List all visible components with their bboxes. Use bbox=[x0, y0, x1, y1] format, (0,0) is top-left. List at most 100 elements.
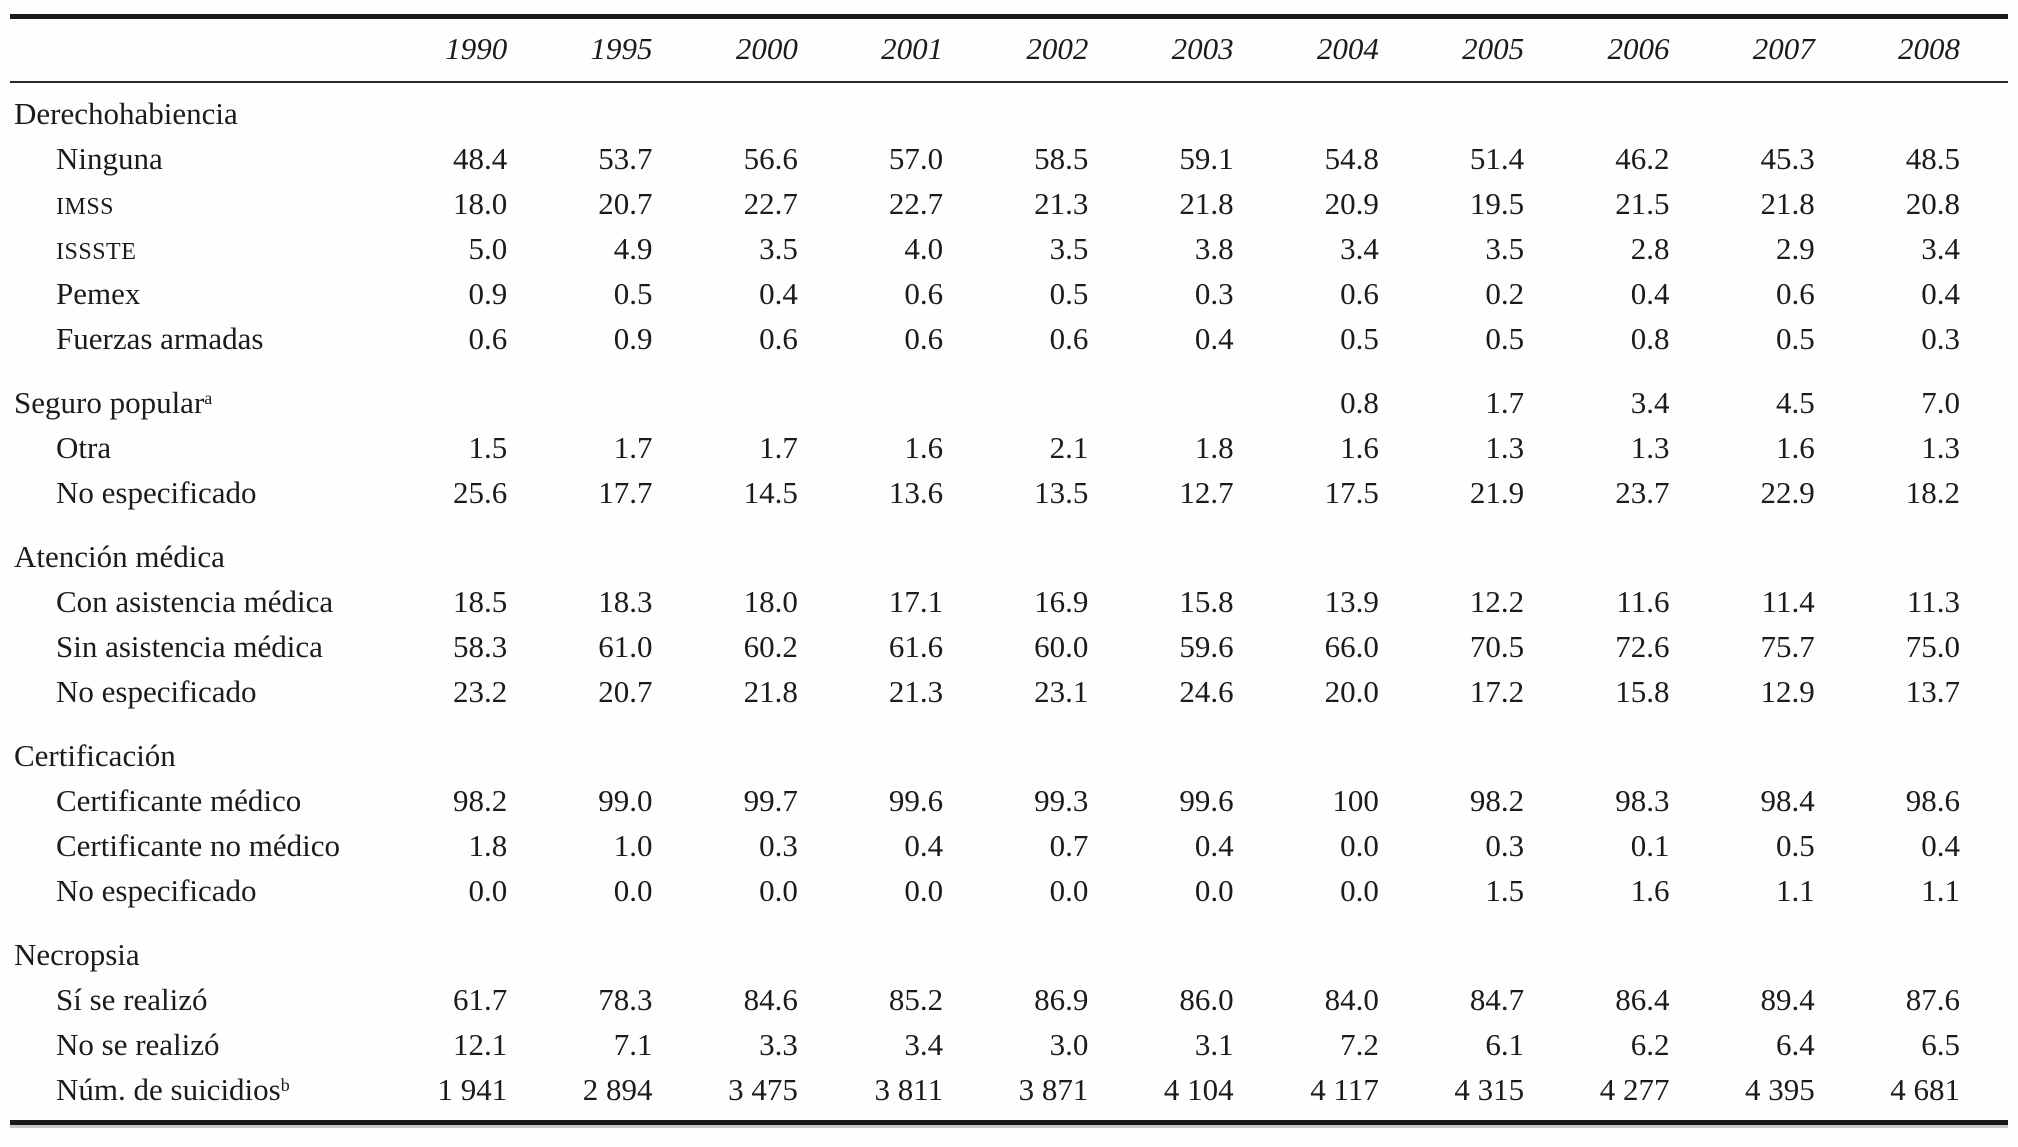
row-label-text: Certificación bbox=[14, 738, 176, 773]
table-cell: 0.8 bbox=[1630, 321, 1670, 356]
row-label: Sí se realizó bbox=[10, 977, 410, 1022]
table-cell: 0.6 bbox=[1049, 321, 1089, 356]
table-cell: 0.6 bbox=[468, 321, 508, 356]
table-cell: 86.4 bbox=[1615, 982, 1670, 1017]
table-cell: 98.2 bbox=[453, 783, 508, 818]
table-cell: 6.5 bbox=[1921, 1027, 1960, 1062]
table-cell: 54.8 bbox=[1324, 141, 1379, 176]
table-cell: 22.9 bbox=[1760, 475, 1815, 510]
table-cell: 75.0 bbox=[1905, 629, 1960, 664]
table-cell: 60.0 bbox=[1034, 629, 1089, 664]
row-label: No especificado bbox=[10, 868, 410, 913]
column-header-year: 2008 bbox=[1897, 31, 1960, 66]
table-cell: 75.7 bbox=[1760, 629, 1815, 664]
table-cell: 21.3 bbox=[1034, 186, 1089, 221]
table-cell: 21.8 bbox=[743, 674, 798, 709]
table-cell: 13.6 bbox=[888, 475, 944, 510]
row-label-text: Ninguna bbox=[56, 141, 163, 176]
table-top-rule bbox=[10, 14, 2008, 19]
table-cell: 98.4 bbox=[1760, 783, 1815, 818]
table-cell: 3.4 bbox=[1630, 385, 1670, 420]
table-cell: 3 475 bbox=[728, 1072, 798, 1107]
table-cell: 0.5 bbox=[1775, 828, 1815, 863]
row-label-text: Certificante médico bbox=[56, 783, 302, 818]
table-row: Fuerzas armadas 0.6 0.9 0.6 0.6 0.6 0.4 0.5 0.5 0… bbox=[10, 316, 2008, 361]
table-cell: 4.0 bbox=[904, 231, 944, 266]
table-cell: 85.2 bbox=[888, 982, 944, 1017]
row-label: Atención médica bbox=[10, 534, 410, 579]
table-cell: 61.6 bbox=[888, 629, 944, 664]
table-cell: 66.0 bbox=[1324, 629, 1379, 664]
column-header-year: 1990 bbox=[445, 31, 508, 66]
table-cell: 0.0 bbox=[613, 873, 653, 908]
table-cell: 0.1 bbox=[1630, 828, 1670, 863]
row-label: Certificación bbox=[10, 733, 410, 778]
table-row: Ninguna 48.4 53.7 56.6 57.0 58.5 59.1 54.8 51.4 4… bbox=[10, 136, 2008, 181]
table-cell: 0.5 bbox=[1340, 321, 1379, 356]
table-cell: 21.9 bbox=[1469, 475, 1525, 510]
row-label-text: Otra bbox=[56, 430, 112, 465]
table-cell: 1.6 bbox=[1630, 873, 1670, 908]
table-cell: 18.0 bbox=[743, 584, 798, 619]
table-cell: 0.5 bbox=[1775, 321, 1815, 356]
table-cell: 0.4 bbox=[1194, 321, 1234, 356]
table-cell: 0.6 bbox=[904, 276, 944, 311]
table-cell: 0.4 bbox=[1194, 828, 1234, 863]
table-cell: 2.8 bbox=[1630, 231, 1670, 266]
table-cell: 17.1 bbox=[888, 584, 944, 619]
table-cell: 60.2 bbox=[743, 629, 798, 664]
column-header-year: 2007 bbox=[1752, 31, 1815, 66]
table-row: Núm. de suicidiosb 1 941 2 894 3 475 3 811 3 … bbox=[10, 1067, 2008, 1112]
row-label: Otra bbox=[10, 425, 410, 470]
table-cell: 72.6 bbox=[1615, 629, 1670, 664]
table-cell: 12.7 bbox=[1179, 475, 1234, 510]
row-label-text: Sí se realizó bbox=[56, 982, 208, 1017]
table-cell: 1.8 bbox=[1194, 430, 1234, 465]
column-header-year: 1995 bbox=[590, 31, 653, 66]
table-cell: 59.1 bbox=[1179, 141, 1234, 176]
table-cell: 15.8 bbox=[1179, 584, 1234, 619]
table-cell: 1.3 bbox=[1485, 430, 1525, 465]
row-label-text: Derechohabiencia bbox=[14, 96, 238, 131]
table-cell: 1 941 bbox=[437, 1072, 508, 1107]
table-cell: 0.6 bbox=[759, 321, 798, 356]
table-cell: 100 bbox=[1332, 783, 1379, 818]
table-row: Certificante médico 98.2 99.0 99.7 99.6 99.3 9… bbox=[10, 778, 2008, 823]
table-cell: 84.6 bbox=[743, 982, 798, 1017]
table-cell: 3.8 bbox=[1194, 231, 1234, 266]
table-cell: 4 395 bbox=[1744, 1072, 1815, 1107]
table-cell: 0.0 bbox=[1049, 873, 1089, 908]
table-cell: 99.6 bbox=[1179, 783, 1234, 818]
table-cell: 0.3 bbox=[759, 828, 798, 863]
row-label-text: No se realizó bbox=[56, 1027, 220, 1062]
table-cell: 0.6 bbox=[1340, 276, 1379, 311]
table-cell: 0.5 bbox=[1049, 276, 1089, 311]
table-cell: 4.5 bbox=[1775, 385, 1815, 420]
table-cell: 0.9 bbox=[468, 276, 508, 311]
table-cell: 0.0 bbox=[904, 873, 944, 908]
table-cell: 0.8 bbox=[1340, 385, 1379, 420]
table-cell: 3 811 bbox=[874, 1072, 944, 1107]
table-cell: 61.7 bbox=[453, 982, 508, 1017]
section-header-row: Certificación bbox=[10, 733, 2008, 778]
table-cell: 7.2 bbox=[1340, 1027, 1379, 1062]
table-cell: 51.4 bbox=[1469, 141, 1525, 176]
table-row: Sí se realizó 61.7 78.3 84.6 85.2 86.9 86.0 84.… bbox=[10, 977, 2008, 1022]
table-cell: 0.2 bbox=[1485, 276, 1525, 311]
row-label-text: Sin asistencia médica bbox=[56, 629, 323, 664]
table-cell: 1.3 bbox=[1630, 430, 1670, 465]
table-cell: 3.4 bbox=[1340, 231, 1379, 266]
row-label: Seguro populara bbox=[10, 380, 410, 425]
row-label: Fuerzas armadas bbox=[10, 316, 410, 361]
table-row: Otra 1.5 1.7 1.7 1.6 2.1 1.8 1.6 1.3 1.3 1.6 1.3 bbox=[10, 425, 2008, 470]
row-label: Certificante médico bbox=[10, 778, 410, 823]
section-header-row: Atención médica bbox=[10, 534, 2008, 579]
table-cell: 4 681 bbox=[1890, 1072, 1960, 1107]
table-cell: 4 277 bbox=[1599, 1072, 1670, 1107]
table-cell: 0.4 bbox=[1921, 276, 1960, 311]
table-cell: 21.3 bbox=[888, 674, 944, 709]
table-cell: 1.7 bbox=[759, 430, 798, 465]
row-label-text: No especificado bbox=[56, 873, 257, 908]
table-cell: 18.2 bbox=[1905, 475, 1960, 510]
